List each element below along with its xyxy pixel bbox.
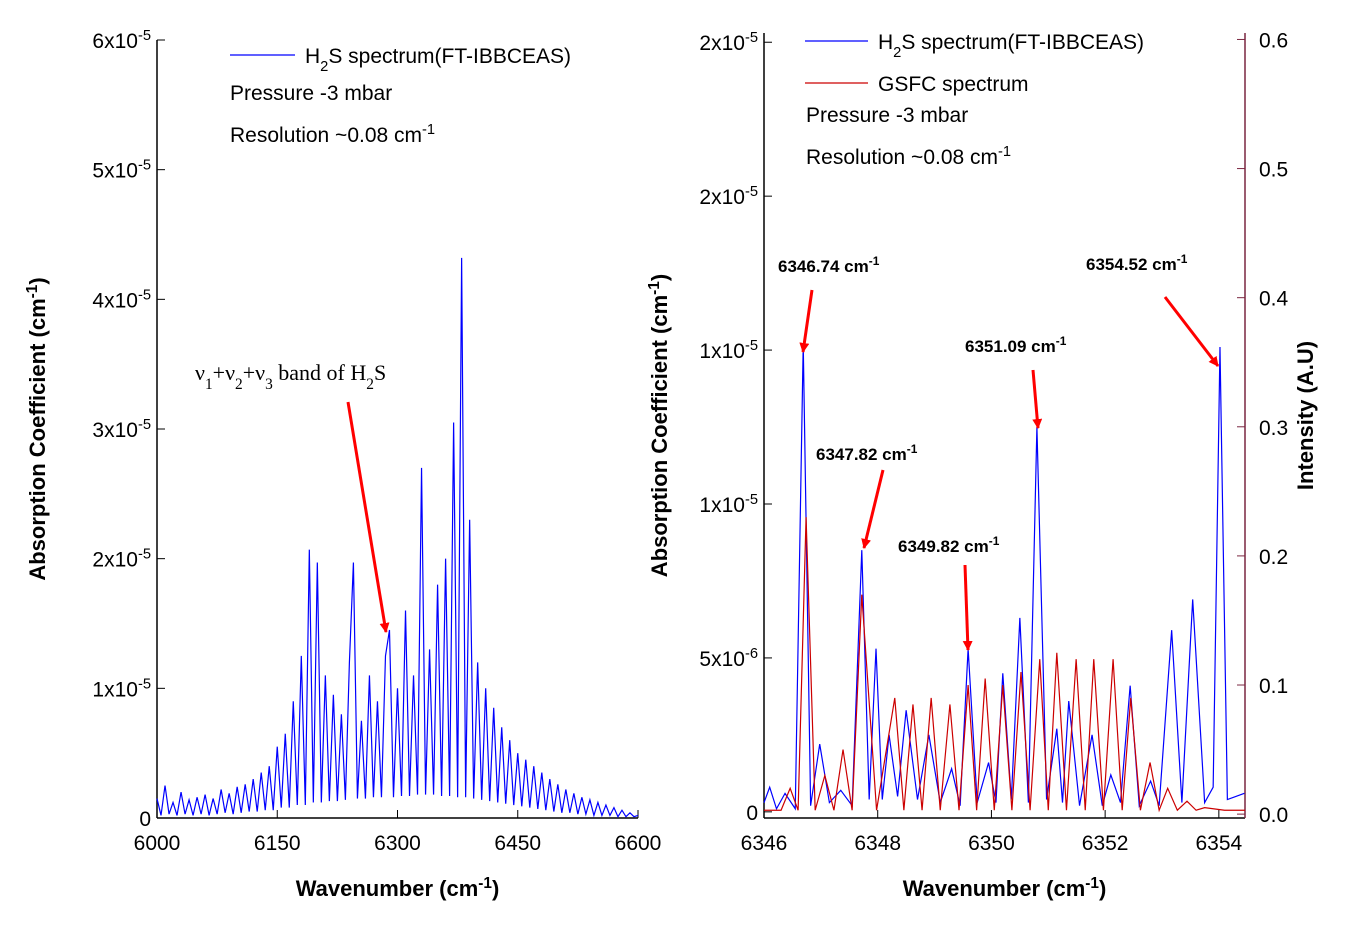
- x-tick-label: 6300: [374, 832, 421, 855]
- y2-tick-label: 0.0: [1259, 804, 1288, 827]
- y2-tick-label: 0.5: [1259, 159, 1288, 182]
- arrow: [861, 469, 885, 549]
- annotation: ν1+ν2+ν3 band of H2S: [195, 360, 386, 393]
- y-tick-label: 0: [746, 802, 758, 825]
- annotation: 6349.82 cm-1: [898, 534, 1000, 556]
- x-tick-label: 6000: [134, 832, 181, 855]
- y-tick-label: 6x10-5: [92, 28, 151, 53]
- arrow: [346, 401, 390, 633]
- annotation: Pressure -3 mbar: [230, 82, 392, 105]
- y-tick-label: 2x10-5: [699, 184, 758, 209]
- legend-label: H2S spectrum(FT-IBBCEAS): [878, 31, 1144, 61]
- x-tick-label: 6352: [1082, 832, 1129, 855]
- y-tick-label: 4x10-5: [92, 287, 151, 312]
- arrow: [962, 564, 973, 651]
- y-tick-label: 0: [139, 808, 151, 831]
- annotation: 6351.09 cm-1: [965, 334, 1067, 356]
- y-tick-label: 2x10-5: [92, 547, 151, 572]
- y2-tick-label: 0.3: [1259, 417, 1288, 440]
- series-line: [764, 517, 1245, 813]
- x-tick-label: 6600: [615, 832, 662, 855]
- y-axis-title: Absorption Coefficient (cm-1): [646, 274, 673, 577]
- y-tick-label: 5x10-5: [92, 158, 151, 183]
- x-tick-label: 6150: [254, 832, 301, 855]
- annotation: 6354.52 cm-1: [1086, 252, 1188, 274]
- y-tick-label: 2x10-5: [699, 30, 758, 55]
- y-tick-label: 5x10-6: [699, 646, 758, 671]
- y-tick-label: 3x10-5: [92, 417, 151, 442]
- x-axis-title: Wavenumber (cm-1): [903, 875, 1107, 902]
- y-tick-label: 1x10-5: [92, 676, 151, 701]
- arrow: [799, 289, 814, 353]
- arrow: [1163, 296, 1220, 367]
- annotation: Pressure -3 mbar: [806, 104, 968, 127]
- y2-tick-label: 0.6: [1259, 29, 1288, 52]
- x-tick-label: 6348: [854, 832, 901, 855]
- y2-tick-label: 0.4: [1259, 288, 1289, 311]
- y-tick-label: 1x10-5: [699, 492, 758, 517]
- legend-label: GSFC spectrum: [878, 73, 1029, 96]
- series-line: [156, 257, 639, 818]
- series-line: [763, 343, 1245, 811]
- x-tick-label: 6450: [494, 832, 541, 855]
- annotation: Resolution ~0.08 cm-1: [230, 122, 435, 147]
- y2-tick-label: 0.1: [1259, 675, 1288, 698]
- arrow: [1031, 369, 1043, 429]
- legend-label: H2S spectrum(FT-IBBCEAS): [305, 45, 571, 75]
- annotation: 6347.82 cm-1: [816, 442, 918, 464]
- x-axis-title: Wavenumber (cm-1): [296, 875, 500, 902]
- x-tick-label: 6346: [741, 832, 788, 855]
- annotation: Resolution ~0.08 cm-1: [806, 144, 1011, 169]
- y-axis-title: Absorption Coefficient (cm-1): [24, 277, 51, 580]
- y2-tick-label: 0.2: [1259, 546, 1288, 569]
- y-tick-label: 1x10-5: [699, 338, 758, 363]
- x-tick-label: 6350: [968, 832, 1015, 855]
- x-tick-label: 6354: [1195, 832, 1242, 855]
- annotation: 6346.74 cm-1: [778, 254, 880, 276]
- y2-axis-title: Intensity (A.U): [1293, 341, 1318, 490]
